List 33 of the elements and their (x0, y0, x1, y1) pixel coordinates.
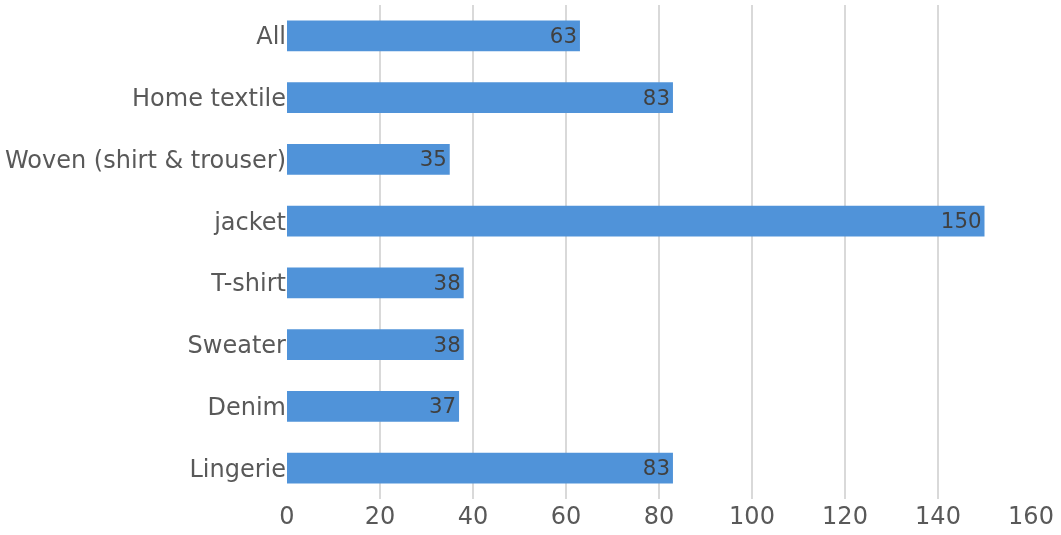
y-tick-label: Denim (207, 392, 286, 421)
data-label: 38 (433, 269, 461, 295)
x-tick-label: 160 (1008, 502, 1054, 530)
data-label: 38 (433, 331, 461, 357)
bar (287, 20, 580, 52)
y-tick-label: Sweater (187, 331, 287, 360)
bar (287, 205, 985, 237)
x-tick-label: 80 (643, 502, 675, 530)
bar (287, 82, 673, 114)
bar (287, 452, 673, 484)
data-label: 83 (642, 455, 670, 481)
x-tick-label: 20 (364, 502, 396, 530)
y-tick-label: T-shirt (210, 269, 286, 298)
bar (287, 390, 460, 422)
x-tick-label: 40 (457, 502, 489, 530)
bar (287, 143, 450, 175)
bar (287, 267, 464, 299)
data-label: 37 (428, 393, 457, 419)
x-tick-label: 140 (915, 502, 961, 530)
x-tick-label: 60 (550, 502, 582, 530)
y-tick-label: All (256, 22, 286, 51)
data-label: 83 (642, 84, 670, 110)
y-tick-label: Woven (shirt & trouser) (5, 145, 286, 174)
bar (287, 329, 464, 361)
x-tick-label: 0 (279, 502, 295, 530)
y-tick-label: Lingerie (189, 454, 286, 483)
x-tick-label: 120 (822, 502, 868, 530)
data-label: 63 (549, 22, 577, 48)
data-label: 150 (940, 208, 982, 234)
y-tick-label: Home textile (132, 84, 286, 113)
data-label: 35 (419, 146, 447, 172)
y-tick-label: jacket (213, 207, 286, 236)
x-tick-label: 100 (729, 502, 775, 530)
